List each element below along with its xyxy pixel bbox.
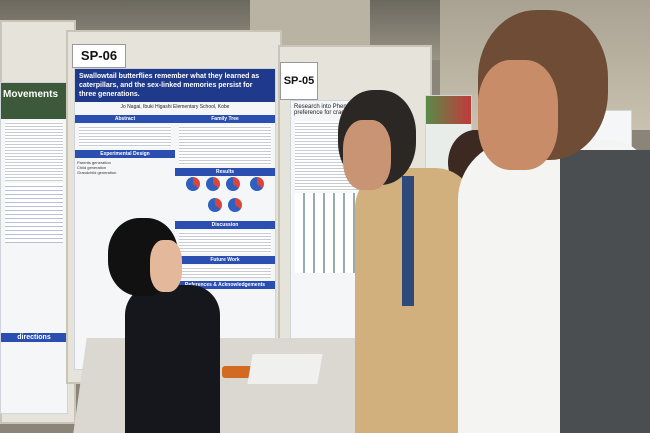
man-face [343, 120, 391, 190]
future-work-text [179, 266, 271, 278]
pie-chart [250, 177, 265, 191]
sp05-tag: SP-05 [280, 62, 318, 100]
future-work-heading: Future Work [175, 256, 275, 264]
pie-chart [225, 177, 240, 191]
discussion-heading: Discussion [175, 221, 275, 229]
sp06-poster-author: Jo Nagai, Ibuki Higashi Elementary Schoo… [120, 104, 230, 110]
results-heading: Results [175, 168, 275, 176]
left-poster-title: Movements [1, 83, 67, 119]
pie-chart [228, 198, 242, 212]
sp05-poster-title: Research into Phenol… preference for cra… [294, 104, 358, 116]
left-poster: Movements directions [0, 82, 68, 414]
sp06-tag: SP-06 [72, 44, 126, 68]
display-table [73, 338, 377, 433]
abstract-text [79, 125, 171, 147]
pie-chart [208, 198, 222, 212]
parents-generation-label: Parents generation [77, 160, 111, 165]
man-tan-shirt [355, 168, 475, 433]
sp06-poster: Swallowtail butterflies remember what th… [74, 68, 276, 370]
boy-face [150, 240, 182, 292]
acknowledgements-label: Acknowledgements [218, 282, 266, 288]
child-generation-label: Child generation [77, 165, 107, 170]
discussion-text [179, 231, 271, 253]
grey-backpack [560, 150, 650, 433]
results-pie-charts [175, 176, 275, 218]
left-poster-text [5, 121, 63, 181]
backpack-strap [402, 176, 414, 306]
references-label: References [184, 282, 212, 288]
left-poster-footer: directions [1, 333, 67, 342]
pie-chart [205, 177, 220, 191]
references-heading: References & Acknowledgements [175, 281, 275, 289]
abstract-heading: Abstract [75, 115, 175, 123]
man-bearded-face [478, 60, 558, 170]
right-poster-image [426, 96, 471, 124]
grandchild-generation-label: Grandchild generation [77, 170, 117, 175]
left-poster-table [5, 183, 63, 243]
paper-sheet [247, 354, 323, 384]
family-tree-diagram [179, 125, 271, 165]
family-tree-heading: Family Tree [175, 115, 275, 123]
boy-suit [125, 285, 220, 433]
orange-object [222, 366, 252, 378]
sp06-poster-title: Swallowtail butterflies remember what th… [75, 69, 275, 102]
pie-chart [185, 177, 200, 191]
experimental-design-heading: Experimental Design [75, 150, 175, 158]
